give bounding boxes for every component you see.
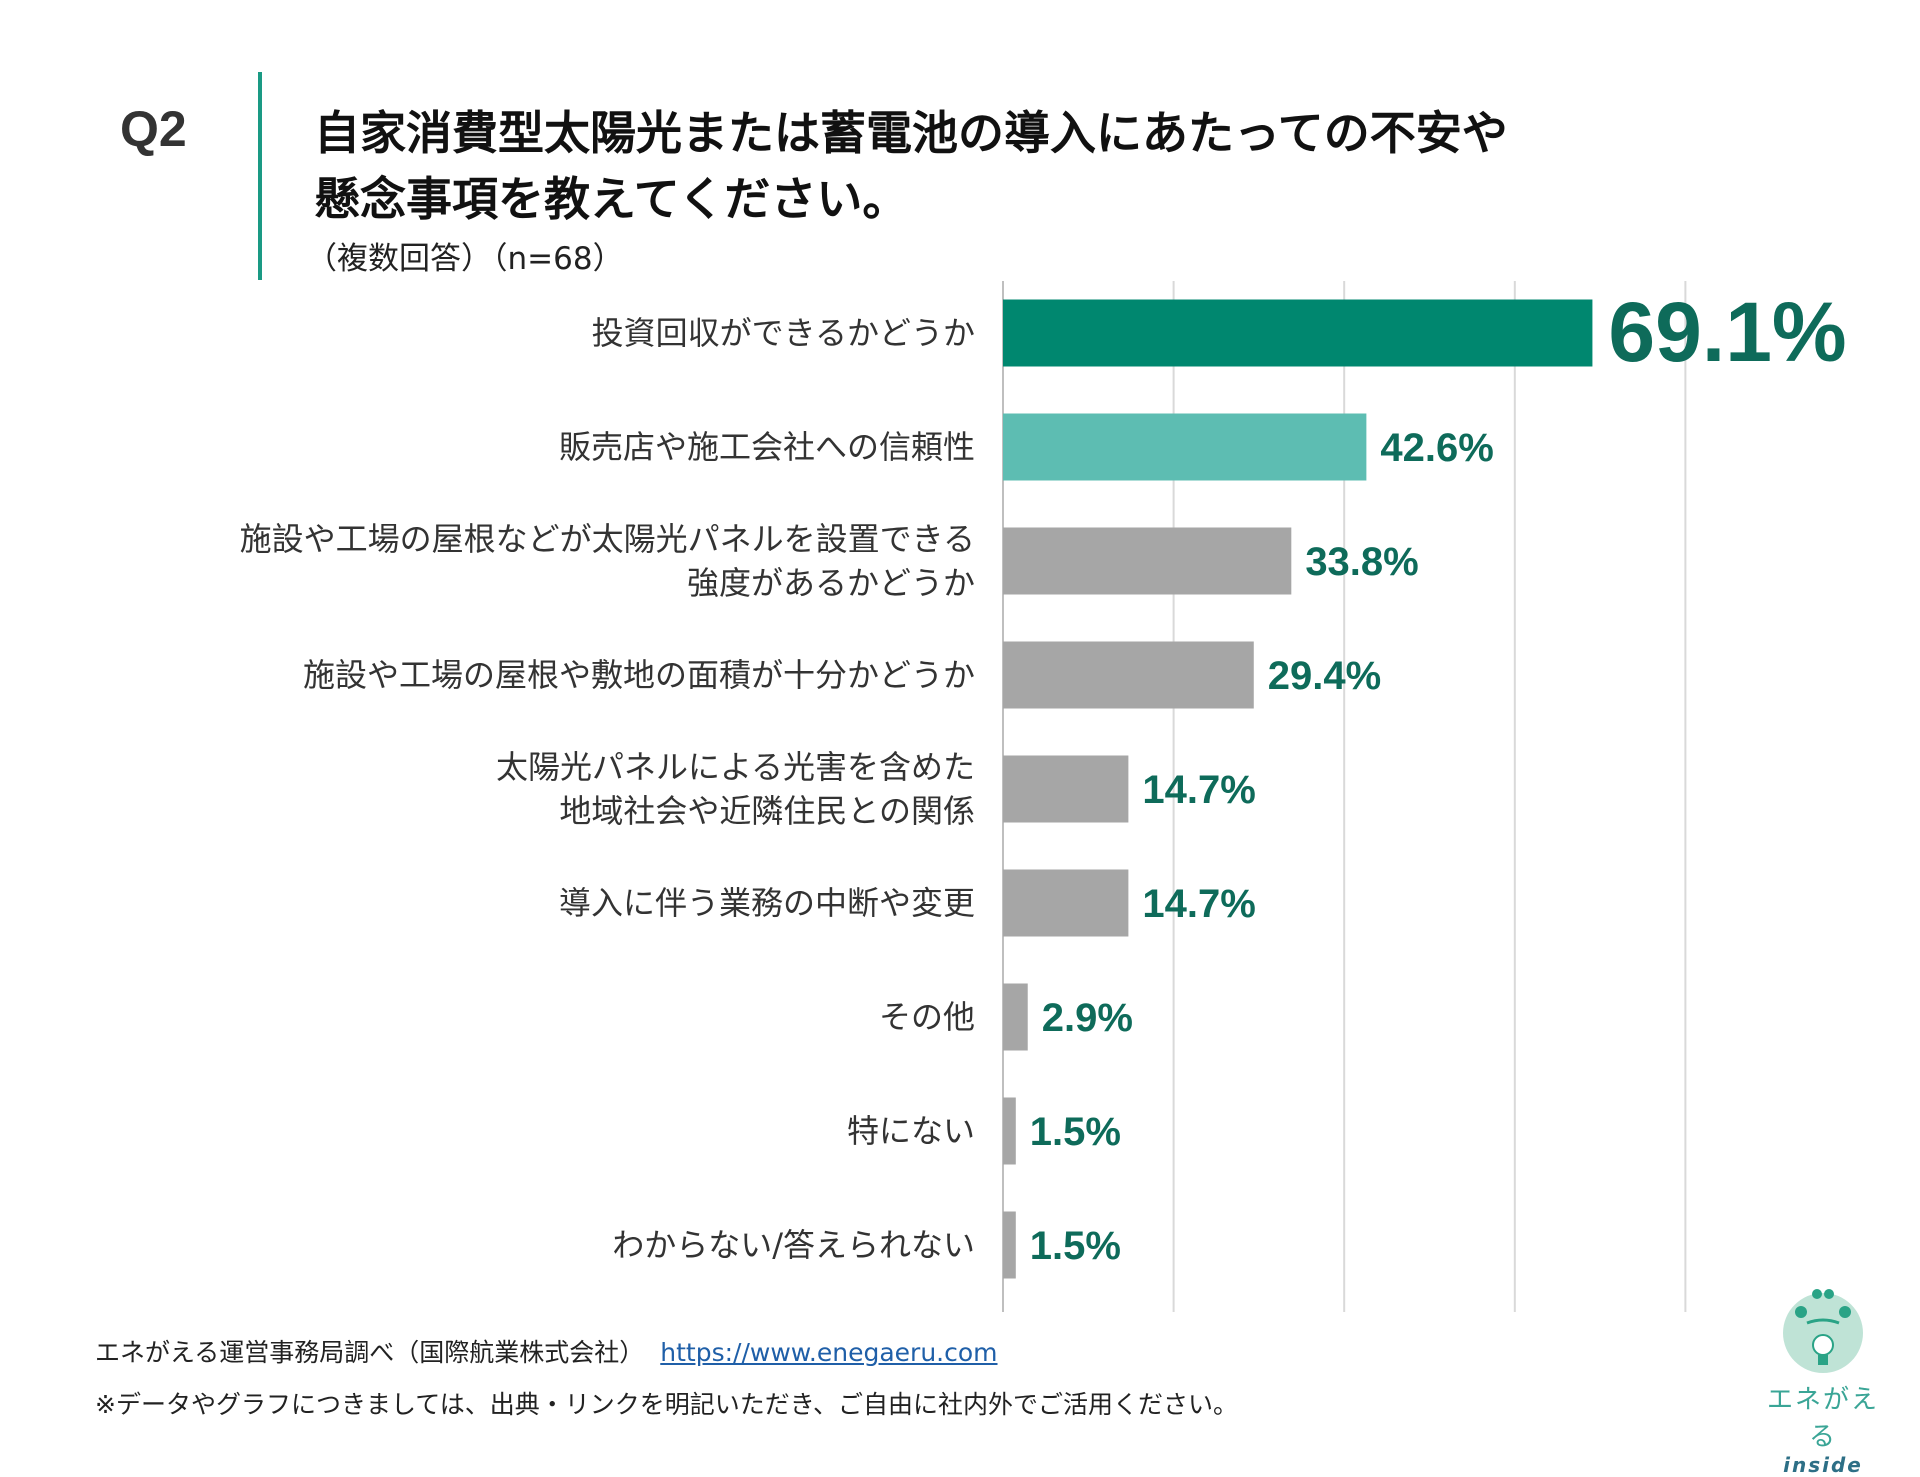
bar-chart: 69.1% 投資回収ができるかどうか 42.6% 販売店や施工会社への信頼性 33.8%… [240,281,1847,1312]
data-label: 29.4% [1268,654,1381,698]
title-line: 懸念事項を教えてください。 [314,172,909,226]
bar [1003,413,1367,481]
bar [1003,869,1129,937]
bar [1003,641,1254,709]
category-label: 地域社会や近隣住民との関係 [559,792,975,830]
data-label: 69.1% [1608,285,1846,379]
category-label: 強度があるかどうか [687,564,975,602]
category-label: 施設や工場の屋根などが太陽光パネルを設置できる [240,520,975,558]
logo-text: エネがえる [1766,1385,1879,1452]
footer-source-line: エネがえる運営事務局調べ（国際航業株式会社） https://www.enegae… [95,1333,998,1369]
category-label: その他 [879,998,975,1036]
category-label: 特にない [847,1112,975,1150]
category-label: 施設や工場の屋根や敷地の面積が十分かどうか [303,656,975,694]
category-label: 投資回収ができるかどうか [592,314,975,352]
data-label: 1.5% [1030,1110,1121,1154]
bar [1003,299,1593,367]
bar [1003,755,1129,823]
source-link[interactable]: https://www.enegaeru.com [660,1338,998,1367]
data-label: 1.5% [1030,1224,1121,1268]
title-line: 自家消費型太陽光または蓄電池の導入にあたっての不安や [314,106,1508,160]
data-label: 14.7% [1142,768,1255,812]
page-title: 自家消費型太陽光または蓄電池の導入にあたっての不安や 懸念事項を教えてください。 [314,100,1508,232]
category-label: 導入に伴う業務の中断や変更 [559,884,975,922]
question-label: Q2 [120,101,187,157]
category-label: わからない/答えられない [612,1226,975,1264]
category-label: 販売店や施工会社への信頼性 [559,428,975,466]
data-label: 42.6% [1380,426,1493,470]
bar [1003,1211,1016,1279]
bar [1003,1097,1016,1165]
category-label: 太陽光パネルによる光害を含めた [496,748,975,786]
frog-bulb-logo-icon [1783,1289,1863,1373]
subtitle: （複数回答）（n=68） [306,241,624,277]
source-text: エネがえる運営事務局調べ（国際航業株式会社） [95,1338,645,1367]
data-label: 2.9% [1042,996,1133,1040]
logo-sub: inside [1783,1453,1863,1477]
divider [258,72,262,280]
footer-note: ※データやグラフにつきましては、出典・リンクを明記いただき、ご自由に社内外でご活… [95,1390,1238,1419]
bar [1003,983,1028,1051]
data-label: 14.7% [1142,882,1255,926]
bar [1003,527,1292,595]
data-label: 33.8% [1305,540,1418,584]
logo: エネがえる inside [1758,1285,1888,1477]
